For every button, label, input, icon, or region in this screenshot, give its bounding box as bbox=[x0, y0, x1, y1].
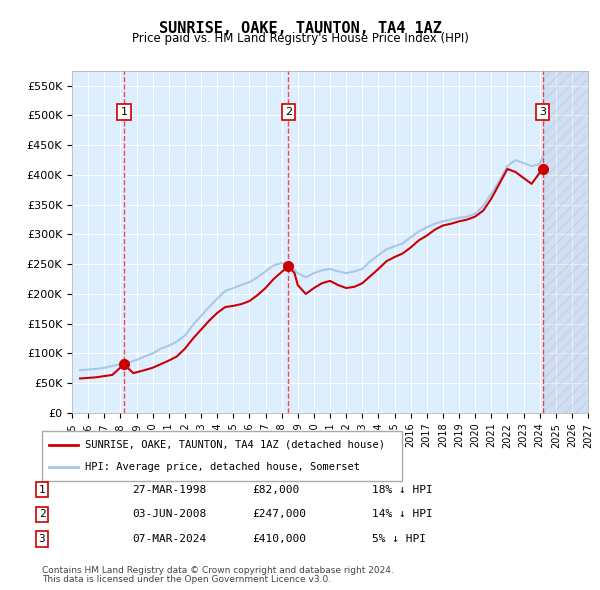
Text: 27-MAR-1998: 27-MAR-1998 bbox=[132, 485, 206, 494]
Text: 2: 2 bbox=[285, 107, 292, 117]
Text: This data is licensed under the Open Government Licence v3.0.: This data is licensed under the Open Gov… bbox=[42, 575, 331, 584]
Text: 1: 1 bbox=[38, 485, 46, 494]
FancyBboxPatch shape bbox=[42, 431, 402, 481]
Text: £410,000: £410,000 bbox=[252, 535, 306, 544]
Text: £82,000: £82,000 bbox=[252, 485, 299, 494]
Text: 3: 3 bbox=[539, 107, 546, 117]
Text: 18% ↓ HPI: 18% ↓ HPI bbox=[372, 485, 433, 494]
Text: 07-MAR-2024: 07-MAR-2024 bbox=[132, 535, 206, 544]
Text: SUNRISE, OAKE, TAUNTON, TA4 1AZ: SUNRISE, OAKE, TAUNTON, TA4 1AZ bbox=[158, 21, 442, 35]
Text: HPI: Average price, detached house, Somerset: HPI: Average price, detached house, Some… bbox=[85, 462, 360, 472]
Text: 5% ↓ HPI: 5% ↓ HPI bbox=[372, 535, 426, 544]
Text: 3: 3 bbox=[38, 535, 46, 544]
Text: 14% ↓ HPI: 14% ↓ HPI bbox=[372, 510, 433, 519]
Text: 03-JUN-2008: 03-JUN-2008 bbox=[132, 510, 206, 519]
Text: Price paid vs. HM Land Registry's House Price Index (HPI): Price paid vs. HM Land Registry's House … bbox=[131, 32, 469, 45]
Text: 1: 1 bbox=[121, 107, 128, 117]
Bar bbox=[542, 71, 588, 413]
Text: £247,000: £247,000 bbox=[252, 510, 306, 519]
Text: 2: 2 bbox=[38, 510, 46, 519]
Text: SUNRISE, OAKE, TAUNTON, TA4 1AZ (detached house): SUNRISE, OAKE, TAUNTON, TA4 1AZ (detache… bbox=[85, 440, 385, 450]
Text: Contains HM Land Registry data © Crown copyright and database right 2024.: Contains HM Land Registry data © Crown c… bbox=[42, 566, 394, 575]
